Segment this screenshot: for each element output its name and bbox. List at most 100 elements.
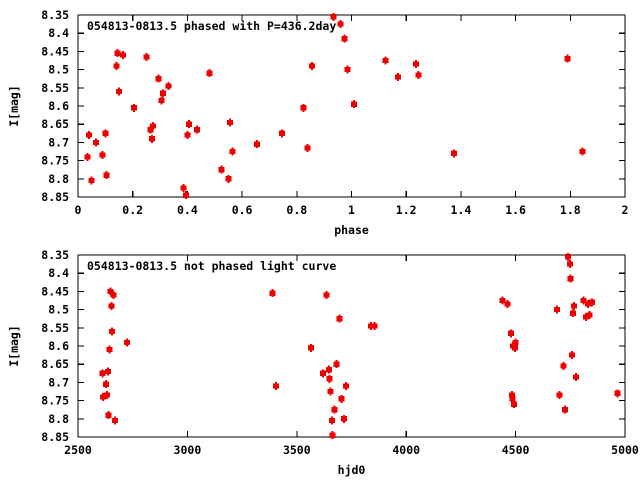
- data-point: [509, 396, 516, 402]
- y-axis-tick-label: 8.5: [48, 63, 69, 77]
- data-point: [85, 132, 92, 138]
- data-point-group: [99, 252, 621, 440]
- data-point: [273, 383, 280, 389]
- data-point: [395, 74, 401, 80]
- y-axis-tick-label: 8.35: [41, 248, 69, 262]
- data-point: [103, 381, 110, 387]
- data-point: [512, 345, 519, 351]
- data-point: [143, 54, 150, 60]
- data-point: [371, 323, 378, 329]
- data-point: [150, 123, 157, 129]
- data-point: [329, 432, 336, 438]
- data-point: [300, 105, 307, 111]
- data-point: [586, 312, 593, 318]
- data-point: [88, 178, 95, 184]
- data-point: [155, 76, 162, 82]
- y-axis-tick-label: 8.45: [41, 44, 69, 58]
- data-point: [206, 70, 213, 76]
- data-point: [412, 61, 419, 67]
- data-point: [510, 401, 517, 407]
- data-point: [556, 392, 563, 398]
- data-point: [147, 127, 154, 133]
- data-point: [343, 383, 350, 389]
- x-axis-tick-label: 2: [622, 203, 629, 217]
- x-axis-tick-label: 3000: [174, 443, 202, 457]
- data-point: [104, 368, 111, 375]
- y-axis-title: I[mag]: [7, 325, 21, 367]
- data-point: [584, 301, 591, 307]
- data-point: [499, 297, 506, 304]
- data-point: [554, 307, 561, 313]
- data-point: [571, 303, 578, 309]
- data-point: [278, 130, 285, 136]
- data-point: [165, 83, 172, 89]
- data-point: [382, 57, 389, 64]
- data-point: [180, 185, 187, 191]
- data-point: [103, 172, 110, 178]
- data-point: [84, 154, 91, 160]
- data-point: [148, 136, 155, 142]
- y-axis-tick-label: 8.4: [48, 266, 69, 280]
- data-point: [304, 145, 311, 151]
- x-axis-tick-label: 4500: [502, 443, 530, 457]
- data-point: [560, 363, 567, 369]
- y-axis-tick-label: 8.65: [41, 117, 69, 131]
- x-axis-tick-label: 0.4: [177, 203, 198, 217]
- x-axis-tick-label: 0: [75, 203, 82, 217]
- data-point: [229, 148, 236, 155]
- data-point: [614, 390, 621, 396]
- y-axis-tick-label: 8.4: [48, 26, 69, 40]
- data-point: [326, 367, 333, 373]
- data-point: [561, 407, 568, 413]
- x-axis-tick-label: 3500: [283, 443, 311, 457]
- data-point: [512, 339, 519, 345]
- y-axis-tick-label: 8.6: [48, 339, 69, 353]
- data-point: [333, 361, 340, 367]
- data-point: [113, 63, 120, 69]
- data-point: [326, 376, 333, 382]
- data-point: [107, 288, 114, 294]
- data-point: [337, 21, 344, 27]
- data-point: [564, 56, 571, 62]
- data-point: [99, 152, 106, 158]
- data-point: [131, 105, 138, 111]
- data-point: [308, 63, 315, 69]
- plot-title: 054813-0813.5 not phased light curve: [87, 259, 336, 273]
- data-point: [323, 292, 330, 298]
- plot-title: 054813-0813.5 phased with P=436.2day: [87, 19, 336, 33]
- data-point: [105, 412, 112, 418]
- data-point: [580, 297, 587, 304]
- data-point: [340, 416, 347, 422]
- y-axis-tick-label: 8.8: [48, 172, 69, 186]
- data-point: [344, 67, 351, 73]
- data-point: [106, 347, 113, 353]
- data-point: [569, 310, 576, 316]
- data-point: [415, 72, 422, 78]
- y-axis-tick-label: 8.55: [41, 321, 69, 335]
- y-axis-title: I[mag]: [7, 85, 21, 127]
- y-axis-tick-label: 8.55: [41, 81, 69, 95]
- y-axis-tick-label: 8.65: [41, 357, 69, 371]
- x-axis-tick-label: 0.2: [122, 203, 143, 217]
- x-axis-tick-label: 1.4: [451, 203, 472, 217]
- y-axis-tick-label: 8.75: [41, 154, 69, 168]
- data-point: [308, 345, 315, 351]
- data-point: [100, 394, 107, 400]
- data-point: [108, 303, 115, 309]
- data-point: [327, 388, 334, 395]
- y-axis-tick-label: 8.75: [41, 394, 69, 408]
- x-axis-tick-label: 1.8: [560, 203, 581, 217]
- data-point: [336, 316, 343, 322]
- data-point: [504, 301, 511, 307]
- x-axis-title: hjd0: [338, 463, 366, 477]
- x-axis-tick-label: 4000: [392, 443, 420, 457]
- data-point: [99, 370, 106, 376]
- y-axis-tick-label: 8.85: [41, 190, 69, 204]
- data-point: [320, 370, 327, 376]
- data-point: [328, 418, 335, 424]
- data-point: [572, 374, 579, 380]
- data-point: [116, 88, 123, 95]
- data-point: [566, 261, 573, 267]
- x-axis-tick-label: 1: [348, 203, 355, 217]
- data-point: [193, 127, 200, 133]
